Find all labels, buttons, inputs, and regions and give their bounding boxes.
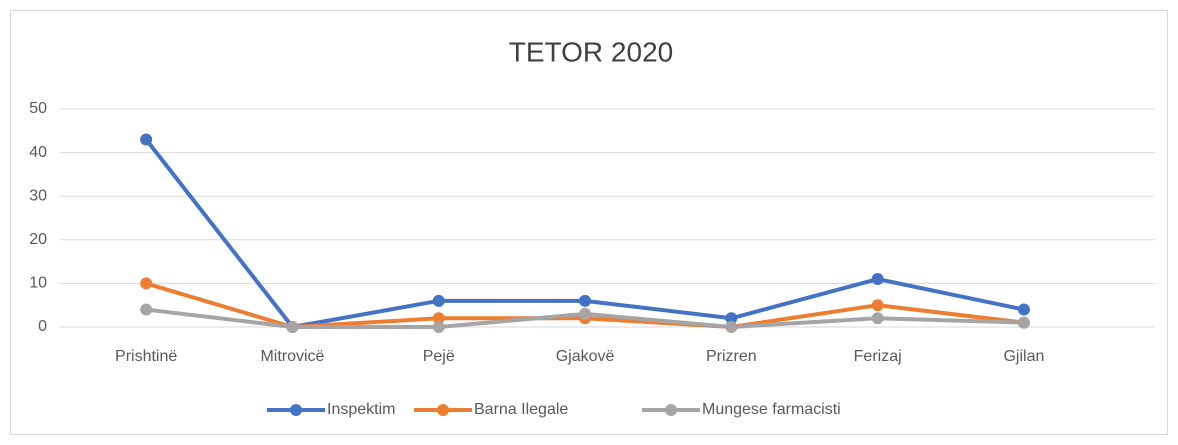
point <box>579 307 592 320</box>
legend-label: Barna Ilegale <box>474 401 568 418</box>
point <box>286 321 299 333</box>
point <box>579 294 592 307</box>
point <box>871 299 884 312</box>
y-tick-label: 40 <box>29 144 47 161</box>
point <box>871 312 884 325</box>
point <box>432 294 445 307</box>
chart-title: TETOR 2020 <box>509 36 673 67</box>
y-tick-label: 30 <box>29 187 47 204</box>
y-tick-label: 0 <box>38 318 47 335</box>
point <box>140 277 153 290</box>
point <box>140 133 153 146</box>
point <box>432 312 445 325</box>
y-tick-label: 20 <box>29 231 47 248</box>
x-tick-label: Prizren <box>706 348 757 365</box>
legend-marker <box>437 404 449 416</box>
point <box>432 321 445 333</box>
legend-label: Inspektim <box>327 401 395 418</box>
x-tick-label: Gjakovë <box>556 348 615 365</box>
x-tick-label: Pejë <box>423 348 455 365</box>
y-tick-label: 10 <box>29 275 47 292</box>
point <box>1017 303 1030 316</box>
chart-border <box>10 10 1168 435</box>
legend-marker <box>290 404 302 416</box>
y-tick-label: 50 <box>29 100 47 117</box>
point <box>725 312 738 325</box>
legend-label: Mungese farmacisti <box>702 401 841 418</box>
point <box>871 273 884 286</box>
legend-marker <box>665 404 677 416</box>
x-tick-label: Prishtinë <box>115 348 177 365</box>
x-tick-label: Mitrovicë <box>260 348 324 365</box>
point <box>725 321 738 333</box>
point <box>1017 316 1030 329</box>
x-tick-label: Gjilan <box>1003 348 1044 365</box>
point <box>140 303 153 316</box>
x-tick-label: Ferizaj <box>854 348 902 365</box>
